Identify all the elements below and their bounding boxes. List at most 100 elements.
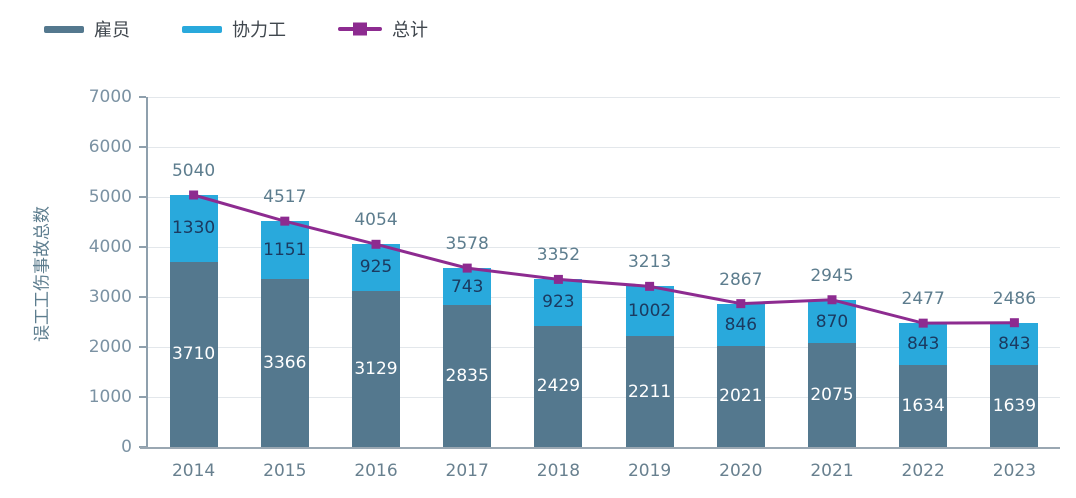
total-point-marker (918, 318, 928, 328)
bar-value-label: 846 (724, 314, 758, 335)
bar-segment-contractors: 1330 (169, 195, 218, 262)
total-value-label: 2945 (810, 265, 854, 286)
chart-legend: 雇员 协力工 总计 (44, 16, 428, 42)
y-tick-label: 1000 (88, 387, 132, 407)
total-point-marker (371, 239, 381, 249)
contractors-swatch-icon (182, 25, 222, 33)
legend-label-total: 总计 (392, 20, 428, 41)
gridline (148, 96, 1060, 98)
bar-segment-employees: 1639 (990, 365, 1039, 447)
bar-segment-employees: 1634 (899, 365, 948, 447)
gridline (148, 346, 1060, 348)
bar-value-label: 743 (450, 276, 484, 297)
gridline (148, 196, 1060, 198)
total-point-marker (280, 216, 290, 226)
x-tick-label: 2019 (627, 461, 672, 481)
bar-value-label: 923 (542, 292, 575, 313)
total-point-marker (189, 190, 199, 200)
bar-value-label: 843 (906, 334, 940, 355)
plot-area: 0 1000 2000 3000 4000 5000 6000 7000 3710 1330 201… (89, 87, 1060, 481)
y-tick-label: 0 (121, 437, 132, 457)
legend-label-employees: 雇员 (94, 20, 130, 41)
bar-segment-contractors: 843 (899, 323, 948, 366)
bar-value-label: 2021 (719, 386, 763, 407)
y-tick-label: 4000 (88, 237, 132, 257)
total-point-marker (827, 295, 837, 305)
total-point-marker (645, 281, 655, 291)
total-value-label: 2477 (901, 289, 945, 310)
bar-value-label: 2075 (810, 385, 854, 406)
gridline (148, 146, 1060, 148)
y-axis-tick (139, 346, 146, 348)
x-tick-label: 2023 (992, 461, 1037, 481)
legend-item-contractors: 协力工 (182, 16, 286, 42)
bar-value-label: 870 (815, 311, 849, 332)
bar-value-label: 1002 (627, 301, 672, 322)
bar-segment-contractors: 925 (352, 244, 400, 291)
legend-item-employees: 雇员 (44, 16, 130, 42)
y-axis-tick (139, 196, 146, 198)
x-axis-line (140, 447, 1060, 449)
y-tick-label: 2000 (88, 337, 132, 357)
total-value-label: 4054 (354, 210, 398, 231)
x-tick-label: 2015 (263, 461, 307, 481)
x-tick-label: 2016 (354, 461, 398, 481)
total-point-marker (553, 274, 563, 284)
bar-value-label: 925 (359, 257, 393, 278)
total-marker-icon (353, 22, 367, 36)
y-axis-tick (139, 146, 146, 148)
bar-segment-contractors: 843 (990, 322, 1039, 366)
y-axis-tick (139, 396, 146, 398)
bar-value-label: 1151 (263, 239, 307, 260)
total-value-label: 2486 (992, 288, 1037, 309)
bar-value-label: 3129 (354, 358, 398, 379)
bar-segment-employees: 2835 (443, 305, 492, 447)
y-axis-tick (139, 296, 146, 298)
bar-segment-employees: 2211 (625, 336, 674, 447)
y-axis-line (146, 97, 148, 447)
bar-segment-employees: 2021 (716, 345, 765, 447)
bar-segment-employees: 3366 (260, 278, 309, 447)
x-tick-label: 2017 (445, 461, 489, 481)
bar-segment-contractors: 870 (808, 299, 856, 344)
total-line (193, 193, 1015, 325)
legend-item-total: 总计 (338, 16, 428, 42)
bar-value-label: 1634 (901, 396, 945, 417)
total-value-label: 2867 (719, 269, 763, 290)
bar-segment-contractors: 923 (534, 279, 583, 326)
gridline (148, 396, 1060, 398)
bar-value-label: 1330 (171, 218, 216, 239)
x-tick-label: 2021 (810, 461, 854, 481)
x-tick-label: 2014 (171, 461, 216, 481)
total-line-chart (189, 190, 1019, 328)
total-point-marker (736, 299, 746, 309)
gridline (148, 246, 1060, 248)
bar-segment-contractors: 1151 (260, 221, 309, 279)
bar-value-label: 1639 (992, 396, 1037, 417)
bar-segment-contractors: 1002 (625, 286, 674, 337)
total-point-marker (462, 263, 472, 273)
y-axis-tick (139, 96, 146, 98)
total-value-label: 4517 (263, 187, 307, 208)
total-value-label: 3578 (445, 234, 489, 255)
bar-segment-employees: 3129 (352, 290, 400, 447)
x-tick-label: 2022 (901, 461, 945, 481)
y-axis-tick (139, 246, 146, 248)
y-tick-label: 7000 (88, 87, 132, 107)
legend-label-contractors: 协力工 (232, 20, 286, 41)
bar-segment-employees: 3710 (169, 261, 218, 447)
bar-value-label: 843 (998, 333, 1031, 354)
x-tick-label: 2020 (719, 461, 763, 481)
bar-value-label: 2211 (627, 381, 672, 402)
y-axis-title: 误工工伤事故总数 (32, 206, 53, 342)
total-value-label: 3213 (627, 252, 672, 273)
bar-segment-employees: 2075 (808, 343, 856, 447)
y-tick-label: 6000 (88, 137, 132, 157)
bar-segment-employees: 2429 (534, 325, 583, 447)
bar-value-label: 2835 (445, 366, 489, 387)
employees-swatch-icon (44, 25, 84, 33)
x-tick-label: 2018 (536, 461, 581, 481)
total-value-label: 5040 (171, 161, 216, 181)
total-value-label: 3352 (536, 245, 581, 266)
